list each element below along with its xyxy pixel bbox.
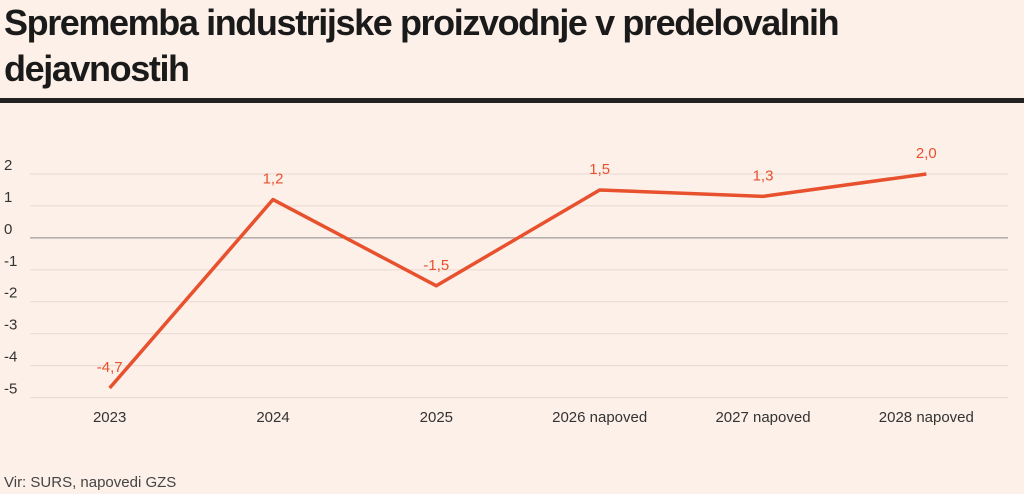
y-tick-label: -5 [4,381,17,398]
value-label: -4,7 [97,359,123,376]
value-label: 1,2 [263,171,284,188]
value-label: 1,3 [753,167,774,184]
x-tick-label: 2023 [93,409,126,426]
source-note: Vir: SURS, napovedi GZS [4,474,177,491]
y-tick-label: 1 [4,189,12,206]
chart-title: Sprememba industrijske proizvodnje v pre… [4,2,840,89]
x-tick-label: 2026 napoved [552,409,647,426]
y-tick-label: -3 [4,317,17,334]
x-tick-label: 2024 [256,409,289,426]
value-label: 2,0 [916,145,937,162]
value-label: 1,5 [589,161,610,178]
value-label: -1,5 [423,257,449,274]
y-tick-label: 0 [4,221,12,238]
x-tick-label: 2028 napoved [879,409,974,426]
x-tick-label: 2025 [420,409,453,426]
y-tick-label: -2 [4,285,17,302]
y-tick-label: 2 [4,157,12,174]
chart: 2 1 0 -1 -2 -3 -4 -5 2023 2024 2025 2026 napoved 202… [4,145,1008,426]
x-tick-label: 2027 napoved [715,409,810,426]
title-rule [0,98,1024,103]
y-tick-label: -4 [4,349,17,366]
y-tick-label: -1 [4,253,17,270]
data-line [108,172,927,390]
